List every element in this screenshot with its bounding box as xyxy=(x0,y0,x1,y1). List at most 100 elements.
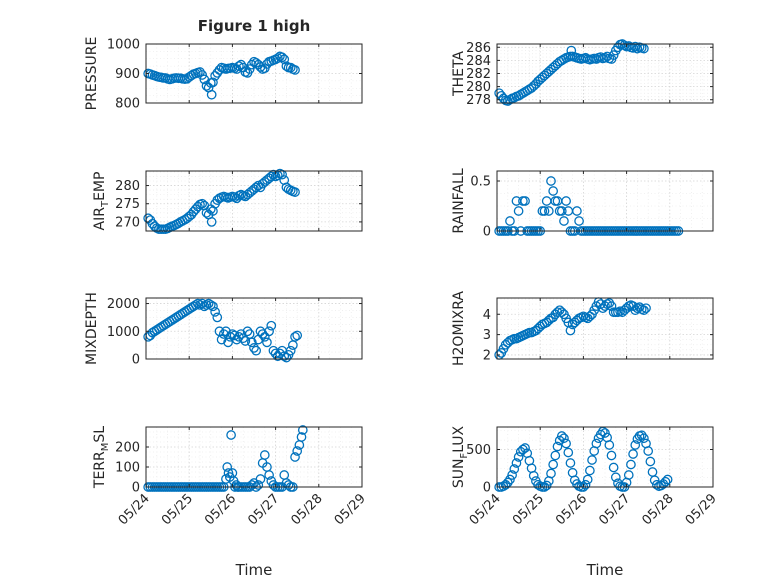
data-point xyxy=(249,343,259,353)
data-point xyxy=(559,54,569,64)
data-point xyxy=(600,428,610,438)
data-point xyxy=(623,470,634,480)
y-tick-label: 500 xyxy=(466,443,491,458)
data-point xyxy=(660,476,671,487)
x-tick-label: 05/25 xyxy=(159,491,196,528)
data-point xyxy=(628,449,638,459)
data-point xyxy=(290,187,300,197)
data-point xyxy=(541,480,552,491)
y-tick-label: 0 xyxy=(483,225,491,240)
y-tick-label: 0.5 xyxy=(470,175,491,190)
data-point xyxy=(582,474,593,485)
subplot-air_temp: 270 275 280 AIRTEMP xyxy=(92,168,363,235)
data-point xyxy=(505,474,515,485)
data-point xyxy=(546,468,556,479)
data-point xyxy=(297,425,308,435)
data-point xyxy=(574,216,584,226)
data-point xyxy=(292,330,303,341)
data-point xyxy=(548,459,559,470)
data-point xyxy=(559,216,569,226)
x-tick-label: 05/28 xyxy=(640,491,677,528)
data-point xyxy=(296,432,307,442)
y-tick-label: 284 xyxy=(466,54,491,69)
data-point xyxy=(264,470,274,480)
x-tick-label: 05/28 xyxy=(289,491,326,528)
y-tick-label: 3 xyxy=(483,328,491,343)
y-tick-label: 2000 xyxy=(107,297,140,312)
data-point xyxy=(226,430,236,440)
data-point xyxy=(279,351,290,362)
x-axis-label: Time xyxy=(235,561,273,579)
data-point xyxy=(201,300,212,310)
subplot-terr_msl: 0 100 200 05/24 05/25 05/26 05/27 05/28 05/29 TER… xyxy=(92,425,369,579)
data-point xyxy=(257,329,268,339)
data-point xyxy=(208,77,218,88)
data-point xyxy=(509,464,520,474)
data-point xyxy=(264,326,274,337)
data-point xyxy=(520,196,530,206)
data-point xyxy=(290,331,300,342)
y-axis-label: MIXDEPTH xyxy=(84,292,100,365)
data-point xyxy=(619,40,630,51)
y-tick-label: 280 xyxy=(466,80,491,95)
data-point xyxy=(281,61,292,71)
data-point xyxy=(262,337,272,348)
y-tick-label: 270 xyxy=(115,215,140,230)
data-point xyxy=(208,301,218,312)
data-point xyxy=(223,468,234,478)
data-point xyxy=(543,206,554,216)
data-point xyxy=(513,206,524,216)
y-tick-label: 280 xyxy=(115,179,140,194)
y-tick-label: 100 xyxy=(115,461,140,476)
data-point xyxy=(559,433,569,444)
data-point xyxy=(636,430,647,441)
data-point xyxy=(251,345,262,356)
y-tick-label: 4 xyxy=(483,308,491,323)
data-point xyxy=(277,169,287,180)
x-tick-label: 05/27 xyxy=(245,491,282,528)
data-point xyxy=(206,89,217,100)
axes-box xyxy=(145,297,363,360)
data-point xyxy=(585,465,595,476)
y-axis-label: THETA xyxy=(451,51,467,97)
subplot-sun_flux: 0 500 05/24 05/25 05/26 05/27 05/28 05/29 SUNFLU… xyxy=(451,425,720,579)
y-tick-label: 2 xyxy=(483,348,491,363)
data-point xyxy=(550,450,561,461)
data-point xyxy=(610,472,621,483)
data-point xyxy=(255,62,266,72)
data-point xyxy=(277,52,287,63)
data-point xyxy=(546,176,556,186)
data-point xyxy=(626,459,636,470)
axes-box xyxy=(145,426,363,488)
data-point xyxy=(563,447,574,458)
data-point xyxy=(623,41,634,51)
y-axis-label: TERRMSL xyxy=(92,426,111,489)
y-tick-label: 900 xyxy=(115,67,140,82)
data-point xyxy=(285,345,296,356)
data-point xyxy=(587,455,597,465)
chart-title: Figure 1 high xyxy=(198,17,311,35)
x-tick-label: 05/25 xyxy=(510,491,547,528)
data-point xyxy=(236,59,246,70)
data-point xyxy=(216,334,227,345)
data-point xyxy=(259,450,270,460)
data-point xyxy=(205,300,216,310)
data-point xyxy=(565,325,576,336)
axes-box xyxy=(496,170,714,232)
data-point xyxy=(565,458,576,468)
y-axis-label: PRESSURE xyxy=(84,37,100,111)
data-point xyxy=(246,337,257,348)
data-point xyxy=(279,54,290,65)
data-point xyxy=(641,303,651,314)
data-point xyxy=(222,462,233,472)
data-point xyxy=(253,480,264,490)
y-tick-label: 275 xyxy=(115,197,140,212)
data-point xyxy=(272,53,283,64)
data-point xyxy=(197,198,208,209)
data-point xyxy=(639,433,649,444)
x-axis-label: Time xyxy=(586,561,624,579)
data-point xyxy=(608,462,619,473)
data-point xyxy=(556,206,567,216)
y-axis-label: SUNFLUX xyxy=(451,425,470,488)
